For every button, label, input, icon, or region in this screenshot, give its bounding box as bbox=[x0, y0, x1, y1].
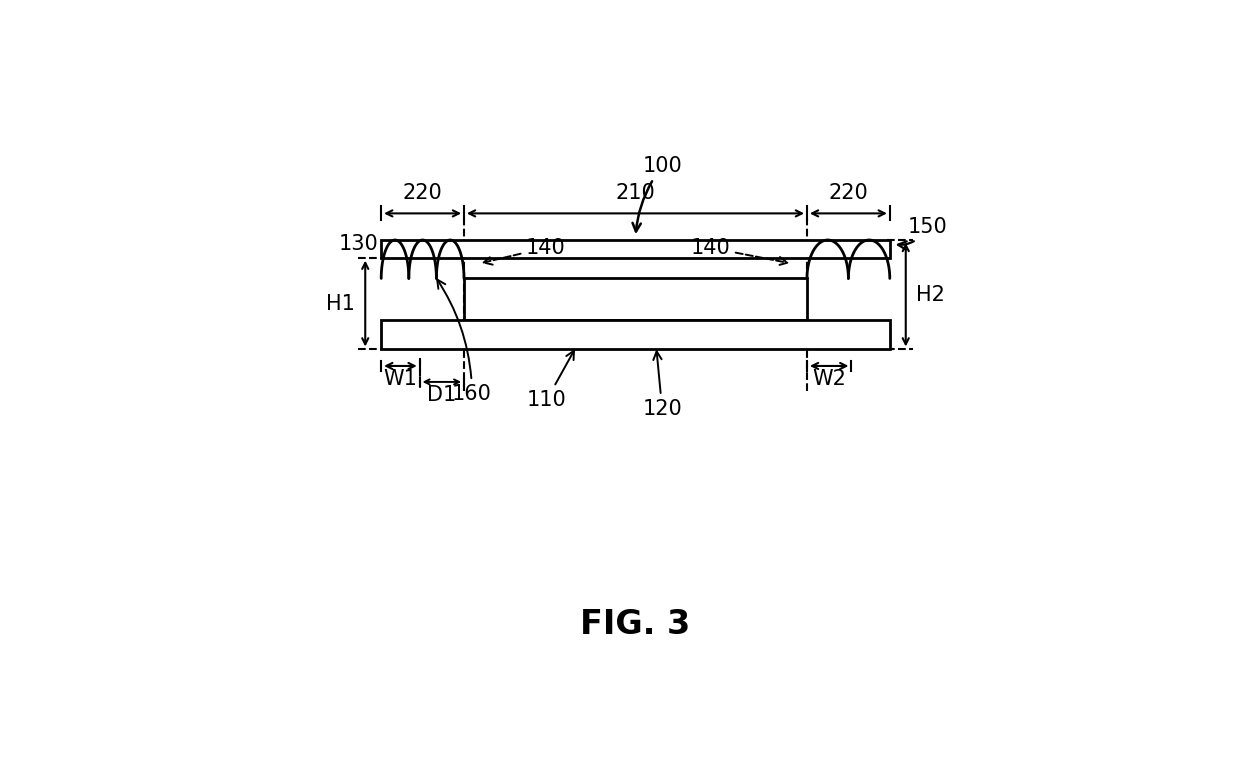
Text: 210: 210 bbox=[615, 183, 656, 203]
Text: 140: 140 bbox=[691, 237, 787, 265]
Text: FIG. 3: FIG. 3 bbox=[580, 608, 691, 641]
Text: 110: 110 bbox=[527, 351, 574, 409]
Text: 120: 120 bbox=[642, 352, 682, 419]
Bar bbox=[381, 319, 890, 349]
Text: H2: H2 bbox=[916, 285, 945, 305]
Bar bbox=[464, 279, 807, 319]
Text: 160: 160 bbox=[438, 280, 492, 404]
Text: W2: W2 bbox=[812, 369, 846, 389]
Text: 150: 150 bbox=[898, 217, 947, 250]
Text: 130: 130 bbox=[339, 233, 378, 253]
Text: 140: 140 bbox=[484, 237, 565, 265]
Text: H1: H1 bbox=[326, 293, 355, 313]
Text: 100: 100 bbox=[632, 156, 682, 231]
Text: 220: 220 bbox=[403, 183, 443, 203]
Text: D1: D1 bbox=[428, 385, 456, 405]
Bar bbox=[381, 240, 890, 258]
Text: W1: W1 bbox=[383, 369, 418, 389]
Text: 220: 220 bbox=[828, 183, 868, 203]
